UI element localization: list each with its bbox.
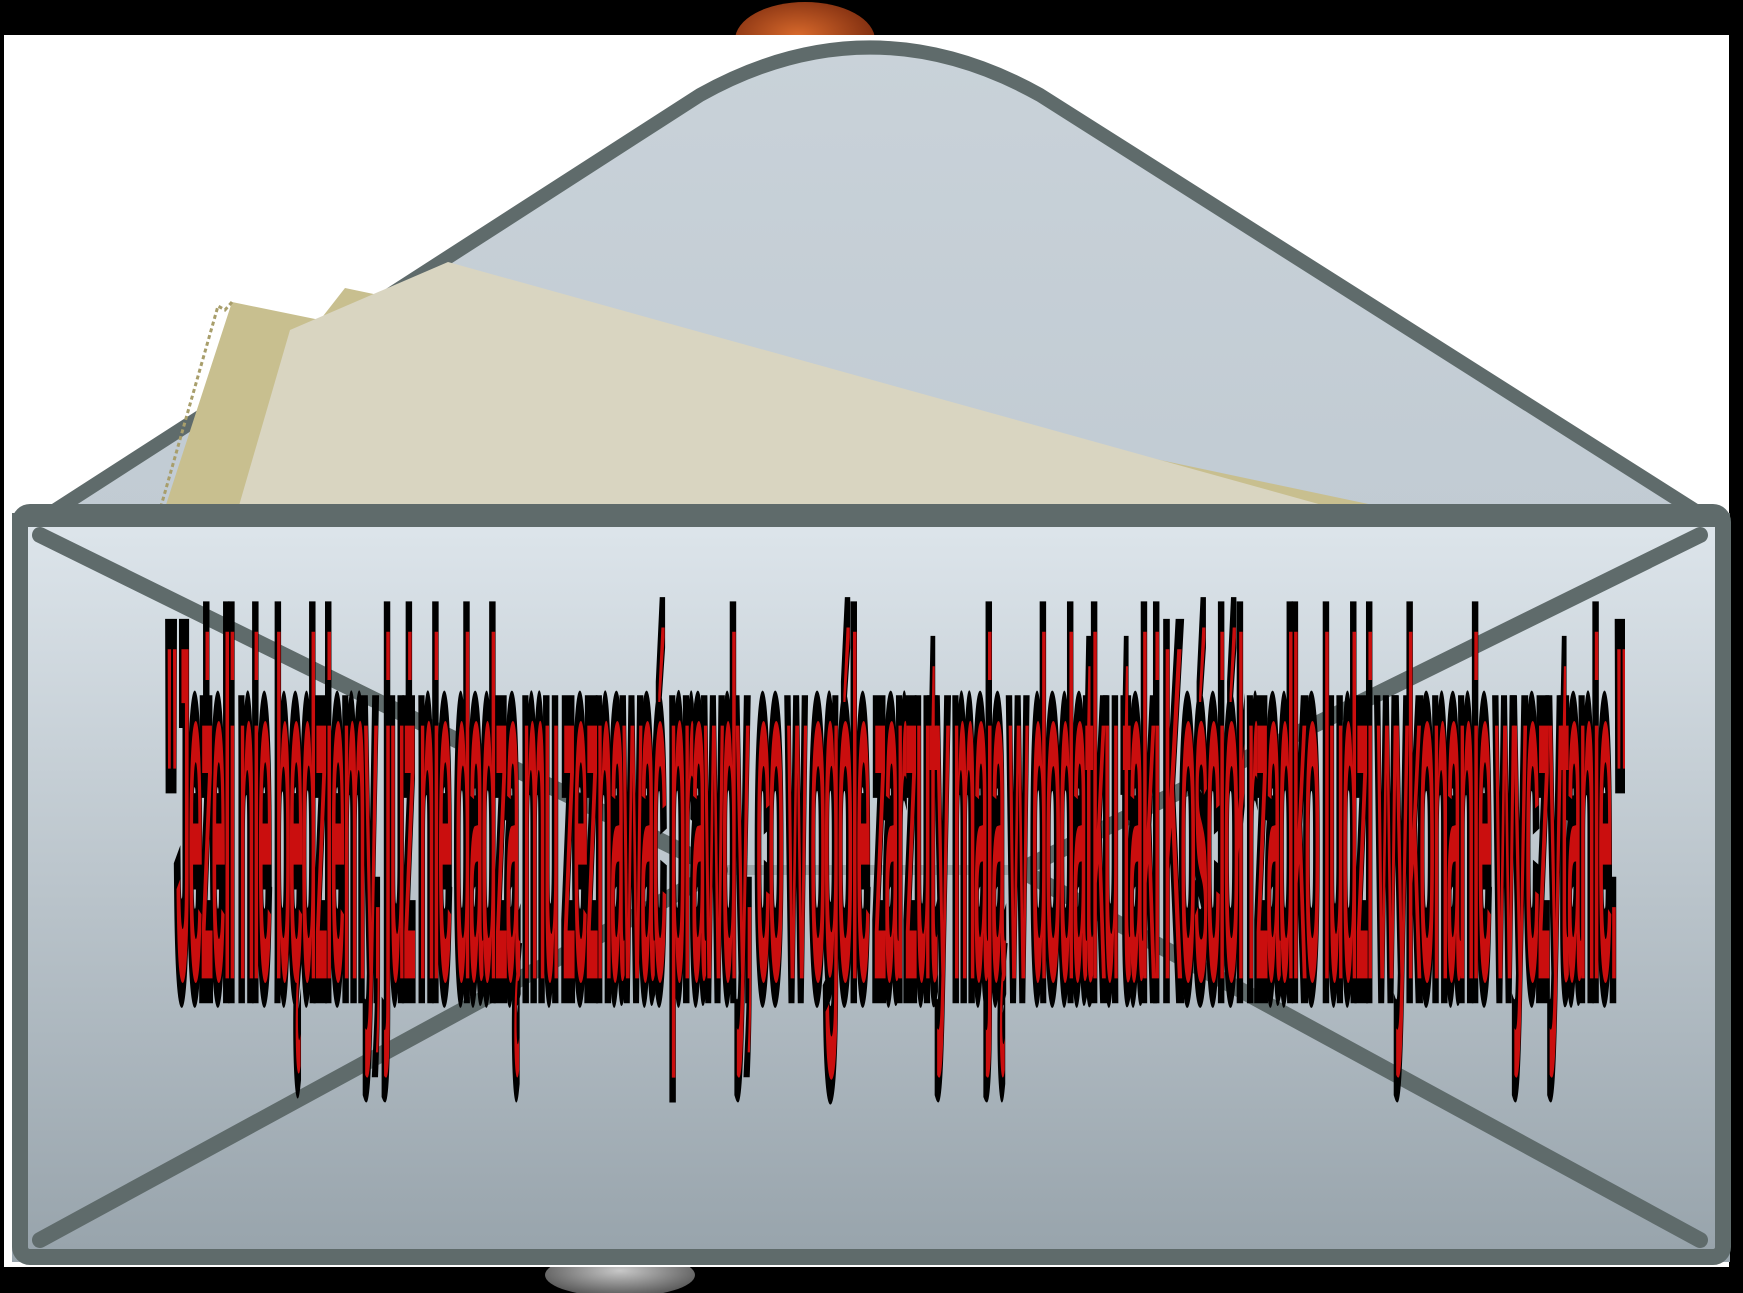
envelope-body bbox=[12, 520, 1730, 1262]
envelope-fold-left bbox=[32, 527, 728, 878]
envelope-border bbox=[12, 504, 1731, 1265]
envelope-fold-right bbox=[1012, 527, 1708, 878]
envelope-fold-bottom-right bbox=[1012, 862, 1708, 1248]
envelope-fold-bottom-left bbox=[32, 862, 728, 1248]
